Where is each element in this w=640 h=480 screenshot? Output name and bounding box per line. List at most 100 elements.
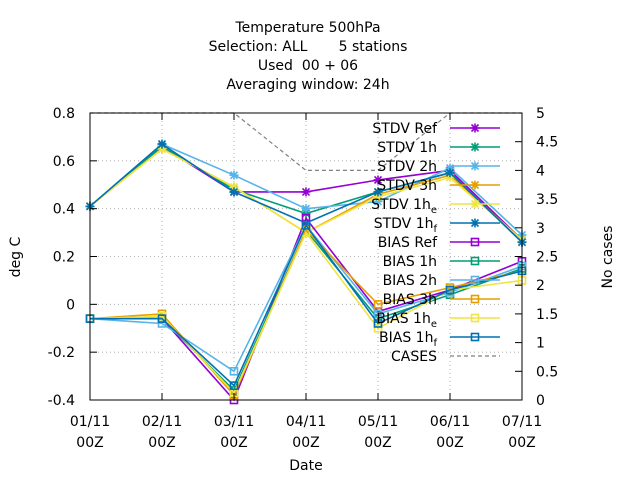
data-point	[157, 139, 167, 149]
series-bias-3h	[85, 225, 527, 400]
x-tick-label: 03/11	[214, 414, 254, 430]
series-lines	[85, 112, 527, 405]
legend-marker	[470, 180, 480, 190]
legend-label: STDV 1hf	[374, 216, 438, 235]
data-point	[229, 182, 239, 192]
data-point	[229, 170, 239, 180]
legend-label: BIAS Ref	[378, 235, 438, 251]
series-bias-1he	[85, 228, 527, 398]
y2-tick-label: 2	[536, 278, 545, 294]
data-point	[373, 192, 383, 202]
data-point	[373, 300, 383, 309]
x-tick-label: 00Z	[76, 435, 103, 451]
legend-marker	[470, 199, 480, 209]
legend-label: STDV 3h	[377, 178, 437, 194]
legend-label: STDV 1h	[377, 140, 437, 156]
legend-marker	[470, 275, 480, 285]
data-point	[301, 221, 311, 230]
title-line: Used 00 + 06	[258, 58, 358, 74]
legend-label: STDV 1he	[371, 197, 437, 216]
y2-tick-label: 3.5	[536, 192, 558, 208]
legend-marker	[470, 142, 480, 152]
data-point	[445, 168, 455, 178]
title-line: Averaging window: 24h	[226, 77, 389, 93]
axis-ticks: -0.4 -0.2 0 0.2 0.4 0.6 0.8 01/11 00Z 02/11 00Z 03/…	[48, 106, 559, 451]
legend-label-subscript: e	[431, 205, 437, 216]
title-line: Temperature 500hPa	[234, 20, 380, 36]
y2-tick-label: 1.5	[536, 307, 558, 323]
series-bias-1h	[85, 225, 527, 395]
legend-marker	[470, 161, 480, 171]
data-point	[373, 319, 383, 328]
data-point	[229, 187, 239, 197]
series-line	[90, 228, 523, 392]
data-point	[301, 187, 311, 197]
legend-label: STDV 2h	[377, 159, 437, 175]
x-tick-label: 01/11	[70, 414, 110, 430]
x-axis-label: Date	[289, 458, 322, 474]
data-point	[301, 204, 311, 214]
legend-label-subscript: f	[433, 338, 437, 349]
data-point	[373, 196, 383, 206]
series-line	[89, 228, 523, 397]
legend-label-subscript: e	[431, 319, 437, 330]
data-point	[157, 144, 167, 154]
grid-lines	[90, 113, 522, 400]
y2-tick-label: 2.5	[536, 250, 558, 266]
legend-label: BIAS 2h	[383, 273, 437, 289]
x-tick-label: 00Z	[364, 435, 391, 451]
legend: STDV Ref STDV 1h STDV 2h STDV 3h STDV 1heSTD…	[371, 121, 500, 365]
legend-label: BIAS 1h	[383, 254, 437, 270]
series-stdv-1hf	[85, 139, 527, 247]
y-tick-label: 0.6	[53, 154, 75, 170]
y2-tick-label: 0	[536, 393, 545, 409]
x-tick-label: 00Z	[436, 435, 463, 451]
x-tick-label: 00Z	[508, 435, 535, 451]
x-tick-label: 04/11	[286, 414, 326, 430]
y2-axis-label: No cases	[600, 226, 616, 289]
legend-label: BIAS 1he	[376, 311, 437, 330]
legend-label: BIAS 1hf	[379, 330, 437, 349]
data-point	[229, 366, 239, 376]
legend-marker	[470, 218, 480, 228]
data-point	[445, 173, 455, 183]
legend-marker	[470, 237, 480, 247]
y-tick-label: -0.4	[48, 393, 75, 409]
y2-tick-label: 3	[536, 221, 545, 237]
data-point	[373, 175, 383, 185]
y-axis-label: deg C	[8, 236, 24, 277]
x-tick-label: 00Z	[292, 435, 319, 451]
data-point	[373, 309, 383, 319]
y-tick-label: 0.4	[53, 202, 75, 218]
y2-tick-label: 0.5	[536, 364, 558, 380]
x-tick-label: 07/11	[502, 414, 542, 430]
legend-marker	[470, 313, 480, 323]
legend-marker	[470, 294, 480, 304]
data-point	[229, 381, 239, 390]
y2-tick-label: 5	[536, 106, 545, 122]
data-point	[373, 323, 383, 333]
y2-tick-label: 4.5	[536, 135, 558, 151]
legend-label: STDV Ref	[372, 121, 438, 137]
data-point	[157, 314, 167, 323]
y2-tick-label: 4	[536, 163, 545, 179]
y-tick-label: 0.8	[53, 106, 75, 122]
x-tick-label: 00Z	[148, 435, 175, 451]
legend-marker	[470, 332, 480, 342]
y-tick-label: 0	[66, 297, 75, 313]
legend-marker	[470, 123, 480, 133]
data-point	[301, 218, 311, 228]
legend-marker	[470, 256, 480, 266]
chart-title: Temperature 500hPa Selection: ALL 5 stati…	[209, 20, 408, 93]
x-tick-label: 06/11	[430, 414, 470, 430]
data-point	[373, 187, 383, 197]
legend-label: BIAS 3h	[383, 292, 437, 308]
legend-label-subscript: f	[433, 224, 437, 235]
x-tick-label: 00Z	[220, 435, 247, 451]
x-tick-label: 05/11	[358, 414, 398, 430]
data-point	[445, 163, 455, 173]
data-point	[301, 208, 311, 218]
legend-label: CASES	[391, 349, 437, 365]
